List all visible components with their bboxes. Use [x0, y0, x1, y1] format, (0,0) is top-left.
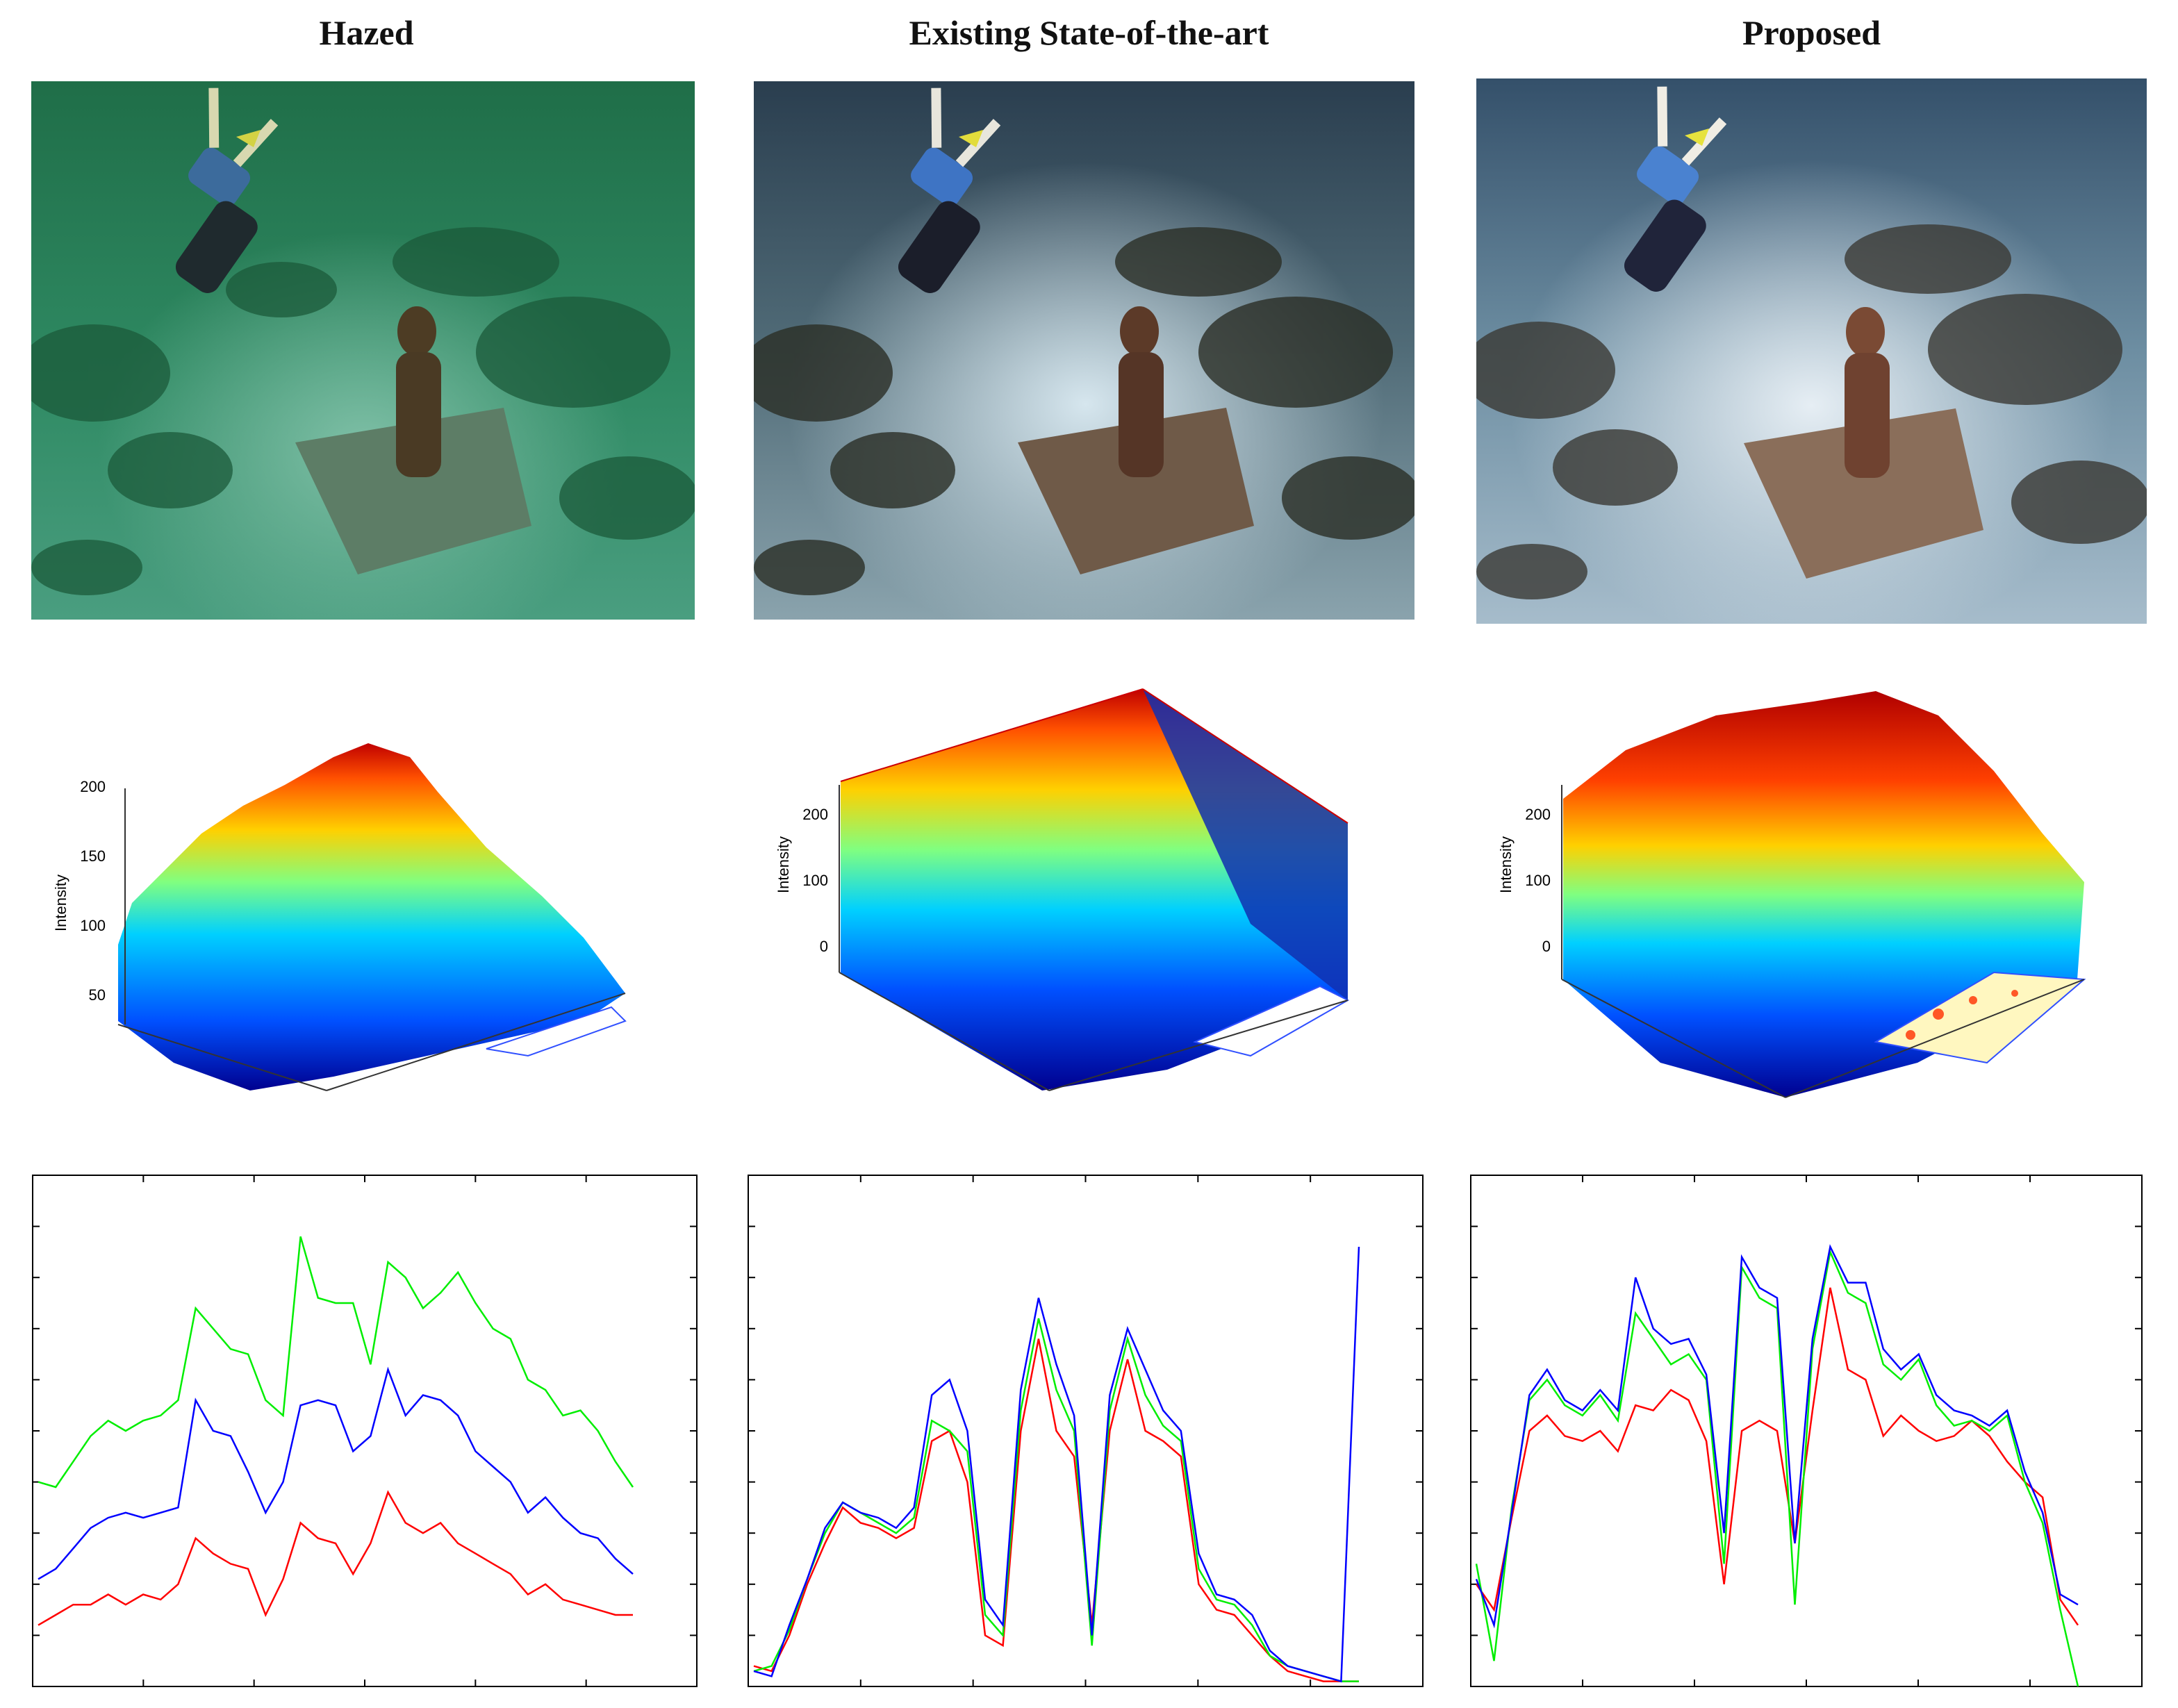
z-tick: 100: [80, 917, 106, 934]
existing-photo: [754, 81, 1417, 620]
proposed-rgb-profile: [1470, 1175, 2143, 1687]
blue-channel-line: [753, 1246, 1360, 1683]
z-axis-label: Intensity: [52, 874, 69, 931]
column-title-existing: Existing State-of-the-art: [909, 13, 1269, 52]
red-channel-line: [38, 1490, 633, 1626]
hazed-photo: [31, 81, 695, 620]
plot-frame: [748, 1175, 1424, 1687]
red-channel-line: [1475, 1287, 2079, 1626]
column-title-proposed: Proposed: [1742, 13, 1881, 52]
z-tick: 100: [1525, 872, 1551, 889]
z-tick: 200: [80, 778, 106, 795]
z-tick: 0: [1542, 938, 1551, 955]
green-channel-line: [1475, 1249, 2079, 1687]
blue-channel-line: [1475, 1244, 2079, 1629]
z-tick: 100: [802, 872, 828, 889]
green-channel-line: [753, 1318, 1359, 1682]
z-tick: 0: [820, 938, 828, 955]
proposed-photo: [1476, 78, 2147, 624]
z-tick: 200: [802, 806, 828, 823]
z-axis-label: Intensity: [1497, 836, 1515, 893]
z-tick: 200: [1525, 806, 1551, 823]
hazed-surface-plot: 200 150 100 50 Intensity: [52, 743, 627, 1091]
z-tick: 50: [89, 986, 106, 1004]
column-title-hazed: Hazed: [319, 13, 414, 52]
z-tick: 150: [80, 847, 106, 865]
proposed-surface-plot: 200 100 0 Intensity: [1497, 691, 2086, 1098]
blue-channel-line: [38, 1366, 634, 1580]
hazed-rgb-profile: [32, 1175, 698, 1687]
existing-rgb-profile: [748, 1175, 1424, 1687]
existing-surface-plot: 200 100 0 Intensity: [775, 688, 1350, 1091]
red-channel-line: [753, 1338, 1359, 1682]
green-channel-line: [38, 1236, 634, 1489]
z-axis-label: Intensity: [775, 836, 792, 893]
